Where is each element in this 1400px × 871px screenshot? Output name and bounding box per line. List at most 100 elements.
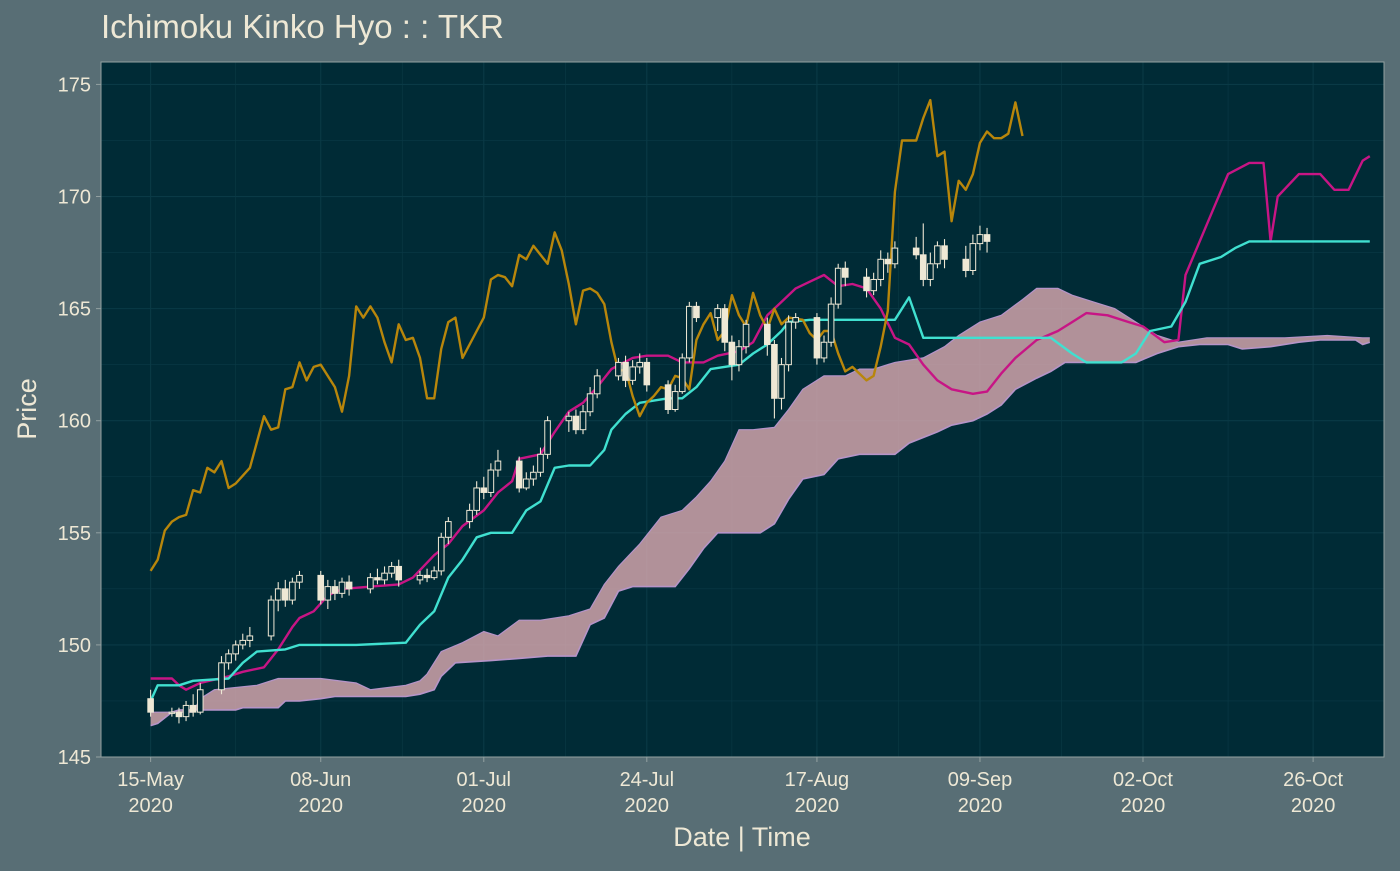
candle <box>664 380 672 414</box>
candle <box>430 566 438 580</box>
kijun-line <box>149 240 1370 702</box>
candle-body-down <box>515 460 523 489</box>
candle-body-up <box>792 317 799 323</box>
candle <box>643 357 651 392</box>
candle-body-up <box>232 644 239 655</box>
candle-body-up <box>437 536 445 572</box>
candle-body-down <box>189 704 197 713</box>
candle <box>629 360 636 385</box>
candle-body-up <box>827 303 835 343</box>
candle-body-up <box>678 357 686 393</box>
candle-body-up <box>927 263 934 280</box>
axes: 145 150 155 160 165 170 175 15-May 2020 08-Jun 202… <box>58 74 1344 817</box>
candle <box>395 559 403 587</box>
candle-body-up <box>785 321 792 366</box>
candle <box>267 595 275 641</box>
candle-body-up <box>388 565 395 574</box>
candle <box>969 234 977 275</box>
candle <box>530 465 537 486</box>
chart-title: Ichimoku Kinko Hyo : : TKR <box>101 8 504 45</box>
ichimoku-cloud <box>150 287 1371 727</box>
candle-body-up <box>530 471 537 480</box>
candle-body-up <box>289 581 296 601</box>
y-axis-title: Price <box>12 378 42 440</box>
candle-body-up <box>636 361 644 368</box>
candle <box>714 304 721 332</box>
x-tick-label: 26-Oct <box>1283 769 1343 791</box>
chikou-line <box>149 98 1024 572</box>
candle-body-up <box>445 521 452 538</box>
candle <box>870 272 877 296</box>
candle <box>678 353 686 394</box>
candle <box>182 700 190 722</box>
candle-body-up <box>686 305 693 359</box>
candle-body-down <box>771 343 778 399</box>
candle <box>537 447 544 477</box>
candle-body-up <box>877 258 885 280</box>
x-tick-year: 2020 <box>958 795 1003 817</box>
candle-body-up <box>735 346 743 366</box>
candle <box>636 353 644 374</box>
candle <box>686 301 693 363</box>
candle <box>437 532 445 576</box>
candle-body-up <box>565 415 573 422</box>
candle <box>374 568 381 585</box>
candle-body-up <box>969 243 977 271</box>
x-axis-title: Date | Time <box>673 822 811 852</box>
y-tick-label: 155 <box>58 523 91 545</box>
candle <box>565 411 573 432</box>
candle <box>778 357 785 410</box>
candle <box>877 250 885 287</box>
candlesticks <box>147 223 991 724</box>
candle <box>281 579 289 607</box>
candle <box>147 689 154 717</box>
x-tick-label: 24-Jul <box>620 769 674 791</box>
y-tick-label: 165 <box>58 299 91 321</box>
candle <box>976 225 984 251</box>
candle <box>693 301 700 323</box>
candle-body-up <box>367 577 374 590</box>
candle <box>416 570 424 585</box>
candle-body-down <box>912 247 920 256</box>
cloud-fill <box>150 288 1370 726</box>
candle-body-down <box>317 574 325 601</box>
candle-body-down <box>572 415 580 431</box>
y-tick-label: 145 <box>58 747 91 769</box>
candle-body-down <box>622 361 629 381</box>
candle <box>317 570 325 605</box>
candle <box>388 561 395 578</box>
candle-body-up <box>225 653 232 664</box>
x-tick-year: 2020 <box>298 795 343 817</box>
candle <box>381 566 388 585</box>
candle-body-down <box>693 305 700 319</box>
candle <box>927 252 934 287</box>
candle-body-down <box>764 323 771 345</box>
candle <box>515 456 523 493</box>
candle-body-up <box>168 711 176 714</box>
candle <box>572 409 580 435</box>
candle <box>466 503 473 529</box>
candle <box>785 315 792 372</box>
candle <box>296 570 303 589</box>
x-tick-year: 2020 <box>1121 795 1166 817</box>
candle <box>820 335 828 363</box>
candle <box>742 319 750 354</box>
candle-body-down <box>175 711 183 718</box>
candle <box>494 449 502 477</box>
x-tick-year: 2020 <box>462 795 507 817</box>
candle-body-down <box>941 245 948 260</box>
candle-body-down <box>863 276 870 292</box>
candle-body-up <box>324 586 332 601</box>
candle <box>841 261 849 287</box>
candle <box>196 683 204 715</box>
candle <box>338 577 346 598</box>
candle-body-up <box>274 588 282 601</box>
x-tick-label: 17-Aug <box>785 769 850 791</box>
candle <box>593 369 601 399</box>
x-tick-label: 15-May <box>117 769 184 791</box>
candle-body-down <box>983 234 991 242</box>
candle <box>919 223 927 287</box>
candle <box>827 297 835 347</box>
candle <box>487 463 495 497</box>
y-tick-label: 150 <box>58 635 91 657</box>
